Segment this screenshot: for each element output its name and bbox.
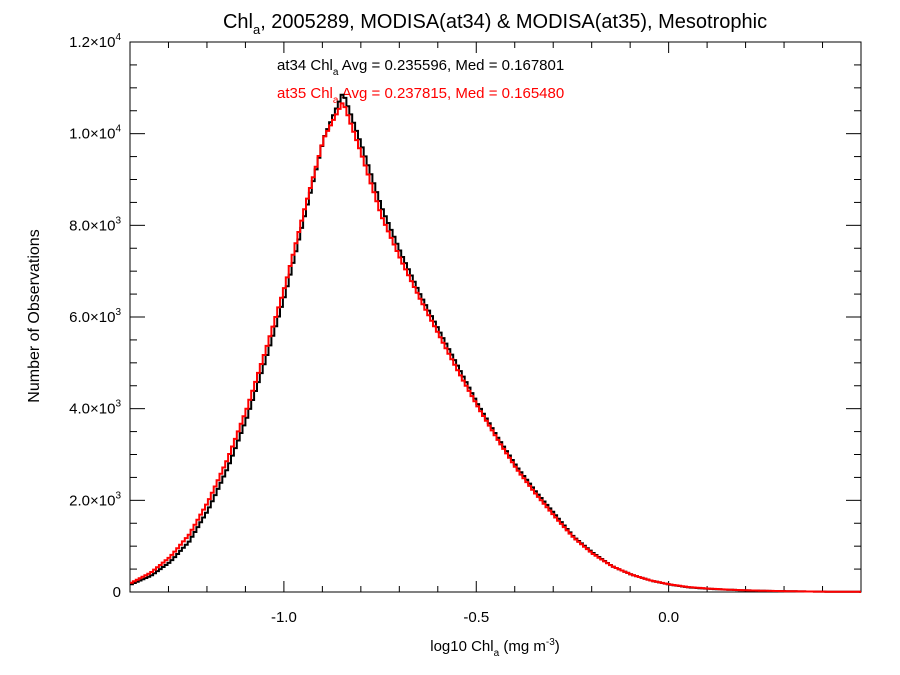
- series-label-at34: at34 Chla Avg = 0.235596, Med = 0.167801: [277, 57, 564, 78]
- y-tick-label: 4.0×103: [69, 399, 121, 418]
- series-label-at35: at35 Chla Avg = 0.237815, Med = 0.165480: [277, 85, 564, 106]
- plot-frame: [129, 41, 862, 593]
- x-tick-label: -0.5: [463, 609, 489, 626]
- y-tick-label: 1.2×104: [69, 32, 121, 51]
- chart-title: Chla, 2005289, MODISA(at34) & MODISA(at3…: [223, 11, 767, 37]
- series-line-at35: [130, 102, 861, 593]
- axis-ticks: [129, 41, 862, 593]
- y-tick-label: 2.0×103: [69, 490, 121, 509]
- y-axis-label: Number of Observations: [26, 229, 43, 402]
- y-tick-label: 6.0×103: [69, 307, 121, 326]
- y-tick-label: 8.0×103: [69, 215, 121, 234]
- x-tick-labels: -1.0 -0.5 0.0: [271, 609, 679, 626]
- y-tick-labels: 0 2.0×103 4.0×103 6.0×103 8.0×103 1.0×104 1.2×…: [69, 32, 121, 601]
- series-line-at34: [130, 93, 861, 593]
- x-tick-label: -1.0: [271, 609, 297, 626]
- y-tick-label: 1.0×104: [69, 124, 121, 143]
- x-axis-label: log10 Chla (mg m-3): [430, 637, 560, 659]
- series-layer: [130, 93, 861, 593]
- y-tick-label: 0: [113, 584, 121, 601]
- x-tick-label: 0.0: [658, 609, 679, 626]
